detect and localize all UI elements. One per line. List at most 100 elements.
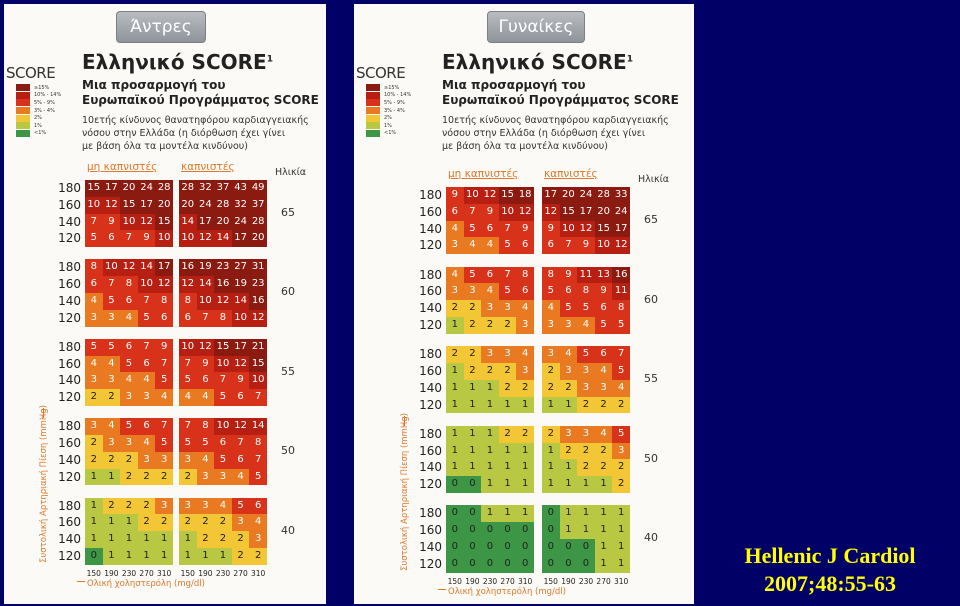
legend-label: 2%: [384, 115, 392, 122]
cholesterol-label: 150: [543, 576, 558, 586]
risk-cell: 2: [498, 425, 517, 443]
legend-label: <1%: [34, 130, 47, 137]
risk-cell: 2: [102, 451, 121, 469]
cholesterol-label: 310: [157, 568, 172, 578]
risk-cell: 20: [179, 196, 197, 214]
cholesterol-label: 310: [614, 576, 629, 586]
risk-cell: 0: [498, 522, 517, 539]
risk-cell: 6: [137, 418, 156, 435]
risk-cell: 4: [594, 363, 613, 380]
risk-cell: 5: [214, 451, 232, 469]
risk-cell: 11: [612, 283, 630, 301]
legend-swatch: [366, 84, 380, 92]
risk-cell: 5: [559, 300, 578, 317]
risk-cell: 4: [516, 346, 534, 363]
bp-label: 120: [58, 390, 81, 405]
risk-cell: 3: [577, 379, 595, 397]
risk-cell: 2: [137, 497, 156, 515]
risk-cell: 37: [214, 180, 232, 197]
bp-label: 140: [58, 373, 81, 388]
title-footnote: 1: [266, 54, 273, 65]
age-label: 55: [644, 372, 658, 386]
bp-label: 140: [419, 460, 442, 475]
risk-cell: 1: [85, 531, 103, 548]
bp-label: 160: [419, 364, 442, 378]
cholesterol-label: 270: [500, 576, 515, 586]
risk-cell: 3: [481, 300, 499, 317]
risk-cell: 0: [516, 522, 534, 539]
risk-cell: 6: [446, 203, 464, 221]
bp-label: 160: [58, 277, 81, 292]
y-axis-label: Συστολική Αρτηριακή Πίεση (mmHg): [400, 412, 410, 571]
risk-cell: 12: [155, 276, 173, 293]
men-tab: Άντρες: [116, 11, 206, 43]
risk-cell: 3: [498, 346, 517, 363]
risk-cell: 7: [120, 230, 138, 248]
risk-cell: 7: [612, 346, 630, 363]
risk-cell: 0: [463, 555, 482, 573]
risk-cell: 24: [612, 203, 630, 221]
risk-cell: 3: [196, 497, 215, 515]
risk-cell: 10: [214, 355, 232, 373]
risk-cell: 17: [231, 230, 250, 248]
risk-cell: 2: [498, 317, 517, 334]
risk-cell: 1: [120, 514, 138, 532]
risk-cell: 2: [137, 468, 156, 486]
risk-cell: 33: [612, 187, 630, 204]
risk-cell: 1: [155, 548, 173, 565]
risk-cell: 6: [231, 451, 250, 469]
risk-cell: 1: [577, 476, 595, 493]
risk-cell: 4: [120, 372, 138, 390]
risk-cell: 2: [120, 451, 138, 469]
risk-cell: 6: [120, 338, 138, 356]
legend-row: 1%: [16, 122, 61, 130]
risk-cell: 12: [196, 338, 215, 356]
y-axis-line: [43, 408, 44, 419]
risk-cell: 2: [85, 389, 103, 406]
y-axis-line: [404, 415, 405, 426]
risk-cell: 6: [481, 266, 499, 284]
risk-cell: 1: [498, 476, 517, 493]
risk-cell: 12: [516, 203, 534, 221]
risk-cell: 1: [516, 442, 534, 460]
subtitle-line2: Ευρωπαϊκού Προγράμματος SCORE: [82, 93, 319, 107]
risk-cell: 2: [214, 531, 232, 548]
risk-cell: 7: [85, 213, 103, 231]
risk-cell: 4: [542, 300, 560, 317]
risk-cell: 19: [196, 259, 215, 277]
legend-label: 5% - 9%: [34, 99, 55, 106]
risk-cell: 1: [155, 531, 173, 548]
risk-cell: 1: [481, 396, 499, 414]
risk-cell: 0: [446, 539, 464, 556]
risk-cell: 1: [446, 317, 464, 334]
risk-cell: 17: [102, 180, 121, 197]
risk-cell: 2: [594, 442, 613, 460]
risk-cell: 20: [594, 203, 613, 221]
risk-cell: 1: [446, 363, 464, 380]
age-label: 60: [281, 285, 295, 299]
bp-label: 160: [58, 515, 81, 530]
description-line2: νόσου στην Ελλάδα (η διόρθωση έχει γίνει: [442, 128, 646, 139]
risk-cell: 1: [559, 396, 578, 414]
risk-cell: 1: [179, 548, 197, 565]
risk-cell: 3: [577, 363, 595, 380]
x-axis-line: [438, 588, 446, 590]
risk-cell: 17: [231, 338, 250, 356]
risk-cell: 1: [577, 505, 595, 523]
risk-cell: 3: [481, 346, 499, 363]
risk-cell: 1: [498, 505, 517, 523]
risk-cell: 10: [249, 372, 267, 390]
risk-cell: 1: [137, 531, 156, 548]
men-title: Ελληνικό SCORE1: [82, 50, 273, 74]
risk-cell: 0: [542, 555, 560, 573]
risk-cell: 3: [137, 451, 156, 469]
risk-cell: 0: [481, 555, 499, 573]
risk-cell: 9: [542, 220, 560, 238]
risk-cell: 1: [559, 505, 578, 523]
risk-cell: 15: [120, 196, 138, 214]
risk-cell: 0: [542, 539, 560, 556]
x-axis-line: [77, 580, 85, 582]
legend-row: 5% - 9%: [16, 99, 61, 107]
risk-cell: 3: [102, 372, 121, 390]
bp-label: 180: [419, 426, 442, 441]
